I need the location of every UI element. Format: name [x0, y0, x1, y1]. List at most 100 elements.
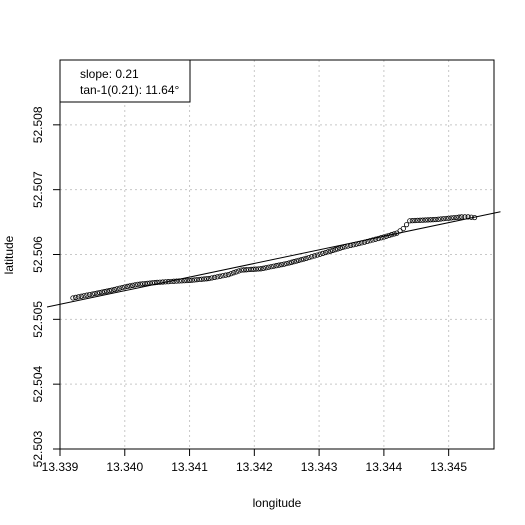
grid-lines — [59, 60, 494, 450]
y-tick-label: 52.506 — [31, 236, 45, 273]
data-point — [381, 234, 387, 240]
data-point — [189, 277, 195, 283]
data-point — [361, 239, 368, 245]
data-point — [273, 263, 279, 269]
data-point — [451, 215, 457, 221]
data-point — [127, 283, 133, 289]
data-point — [101, 289, 108, 295]
data-point — [353, 241, 359, 247]
x-tick-label: 13.344 — [366, 460, 403, 474]
data-point — [296, 257, 302, 263]
data-point — [217, 273, 223, 279]
data-point — [160, 279, 166, 285]
legend-box — [59, 59, 191, 103]
data-point — [109, 287, 115, 293]
data-point — [142, 280, 148, 287]
data-point — [228, 271, 234, 277]
data-point — [94, 290, 100, 296]
data-point — [383, 233, 390, 239]
data-point — [233, 269, 239, 275]
data-point — [250, 266, 257, 272]
regression-line — [46, 211, 501, 308]
data-point — [184, 277, 190, 284]
data-point — [375, 235, 381, 242]
data-point — [194, 277, 200, 283]
data-point — [311, 253, 318, 259]
data-point — [135, 281, 141, 287]
data-point — [356, 240, 362, 247]
data-point — [162, 279, 169, 285]
data-point — [438, 216, 444, 222]
legend-angle: tan-1(0.21): 11.64° — [80, 83, 180, 97]
y-tick-label: 52.504 — [31, 365, 45, 402]
data-point — [420, 217, 426, 223]
data-point — [309, 254, 315, 260]
data-point — [243, 267, 249, 273]
data-point — [400, 225, 406, 232]
data-point — [73, 294, 79, 300]
data-point — [171, 278, 177, 284]
x-axis-title: longitude — [253, 496, 302, 510]
data-point — [70, 295, 76, 301]
data-point — [339, 244, 346, 251]
data-point — [89, 291, 95, 297]
data-point — [412, 217, 418, 224]
data-point — [248, 266, 254, 273]
data-point — [220, 273, 226, 279]
data-point — [364, 238, 370, 245]
data-point — [281, 261, 287, 267]
data-point — [97, 289, 103, 296]
data-point — [278, 262, 285, 268]
data-point — [114, 286, 120, 292]
y-tick-label: 52.508 — [31, 106, 45, 143]
data-point — [286, 260, 292, 266]
data-point — [154, 279, 160, 285]
data-point — [347, 242, 354, 249]
legend: slope: 0.21 tan-1(0.21): 11.64° — [59, 59, 191, 103]
data-point — [209, 275, 215, 281]
data-point — [124, 283, 130, 289]
data-point — [417, 217, 423, 223]
data-point — [231, 270, 237, 276]
data-point — [179, 278, 185, 284]
data-point — [453, 214, 460, 221]
data-point — [241, 267, 247, 273]
x-tick-label: 13.343 — [301, 460, 338, 474]
data-point — [378, 235, 384, 241]
data-point — [330, 247, 336, 253]
data-point — [425, 217, 431, 223]
data-point — [165, 279, 171, 285]
data-point — [293, 258, 300, 264]
data-point — [440, 216, 447, 222]
data-point — [446, 215, 452, 221]
x-tick-label: 13.342 — [236, 460, 273, 474]
data-point — [456, 214, 462, 220]
y-tick-label: 52.503 — [31, 430, 45, 467]
data-point — [81, 293, 87, 299]
data-point — [407, 218, 413, 224]
data-point — [409, 218, 415, 224]
data-point — [119, 284, 125, 291]
data-point — [271, 263, 277, 269]
x-tick-label: 13.341 — [171, 460, 208, 474]
axis-ticks: 13.339 13.340 13.341 13.342 13.343 13.344 13.3… — [31, 106, 467, 474]
data-point — [448, 215, 454, 221]
data-point — [84, 292, 90, 298]
data-point — [87, 291, 93, 298]
data-point — [144, 280, 151, 286]
data-point — [370, 237, 376, 243]
data-point — [435, 216, 441, 222]
data-point — [350, 242, 356, 248]
data-point — [181, 278, 187, 284]
data-point — [157, 279, 163, 285]
data-point — [260, 265, 266, 271]
data-point — [129, 282, 136, 288]
x-tick-label: 13.340 — [106, 460, 143, 474]
data-point — [462, 214, 468, 220]
data-point — [317, 251, 323, 257]
data-point — [427, 217, 434, 223]
data-point — [301, 256, 307, 262]
data-point — [342, 244, 348, 250]
x-tick-label: 13.345 — [430, 460, 467, 474]
data-point — [236, 268, 242, 274]
